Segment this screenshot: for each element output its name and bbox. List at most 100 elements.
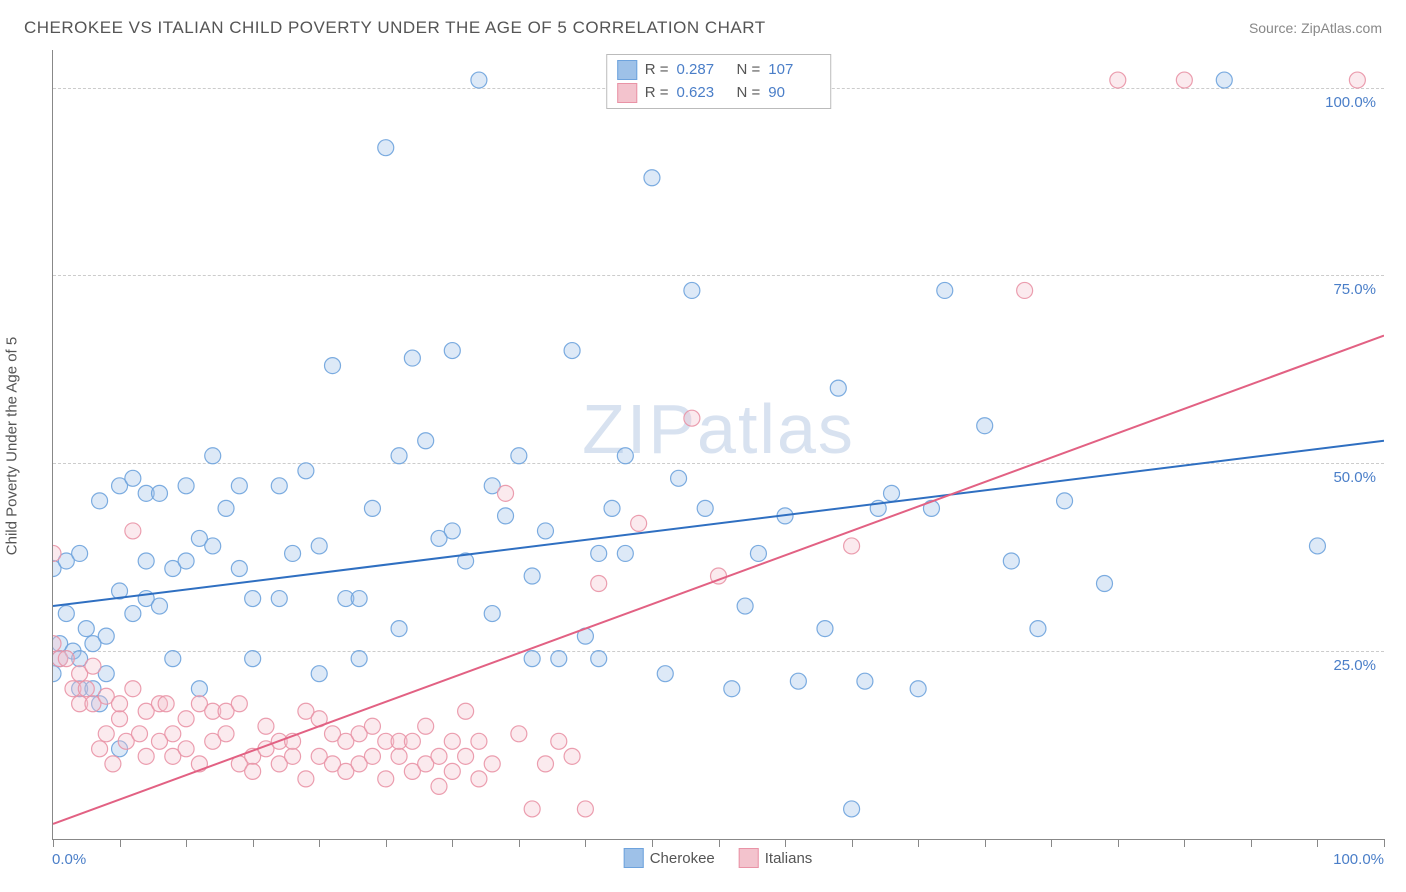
data-point — [617, 545, 633, 561]
data-point — [671, 470, 687, 486]
cherokee-series-label: Cherokee — [650, 850, 715, 867]
data-point — [245, 763, 261, 779]
data-point — [72, 545, 88, 561]
data-point — [351, 651, 367, 667]
data-point — [484, 756, 500, 772]
x-tick — [918, 839, 919, 847]
data-point — [750, 545, 766, 561]
data-point — [631, 515, 647, 531]
regression-line — [53, 336, 1384, 824]
data-point — [1017, 282, 1033, 298]
data-point — [884, 485, 900, 501]
data-point — [511, 726, 527, 742]
x-tick — [1184, 839, 1185, 847]
data-point — [617, 448, 633, 464]
x-tick — [785, 839, 786, 847]
data-point — [524, 801, 540, 817]
data-point — [830, 380, 846, 396]
cherokee-swatch-icon — [624, 848, 644, 868]
data-point — [92, 493, 108, 509]
series-legend: Cherokee Italians — [624, 848, 813, 868]
x-tick — [53, 839, 54, 847]
data-point — [511, 448, 527, 464]
data-point — [537, 756, 553, 772]
data-point — [471, 771, 487, 787]
data-point — [151, 485, 167, 501]
data-point — [151, 598, 167, 614]
data-point — [85, 658, 101, 674]
data-point — [591, 576, 607, 592]
data-point — [444, 733, 460, 749]
data-point — [125, 523, 141, 539]
y-axis-title: Child Poverty Under the Age of 5 — [4, 337, 21, 555]
x-tick — [852, 839, 853, 847]
cherokee-r-value: 0.287 — [677, 59, 729, 82]
data-point — [391, 448, 407, 464]
data-point — [418, 433, 434, 449]
data-point — [53, 666, 61, 682]
legend-row-italians: R = 0.623 N = 90 — [617, 82, 821, 105]
source-value: ZipAtlas.com — [1301, 20, 1382, 36]
data-point — [537, 523, 553, 539]
x-tick — [1118, 839, 1119, 847]
data-point — [378, 140, 394, 156]
data-point — [138, 553, 154, 569]
x-tick — [585, 839, 586, 847]
data-point — [418, 718, 434, 734]
data-point — [178, 741, 194, 757]
data-point — [1057, 493, 1073, 509]
data-point — [205, 448, 221, 464]
legend-row-cherokee: R = 0.287 N = 107 — [617, 59, 821, 82]
data-point — [351, 591, 367, 607]
data-point — [231, 696, 247, 712]
data-point — [1096, 576, 1112, 592]
data-point — [471, 733, 487, 749]
data-point — [205, 538, 221, 554]
x-tick — [319, 839, 320, 847]
data-point — [245, 591, 261, 607]
data-point — [937, 282, 953, 298]
x-tick — [1317, 839, 1318, 847]
correlation-legend: R = 0.287 N = 107 R = 0.623 N = 90 — [606, 54, 832, 109]
data-point — [391, 621, 407, 637]
data-point — [364, 748, 380, 764]
data-point — [551, 651, 567, 667]
data-point — [285, 545, 301, 561]
data-point — [844, 538, 860, 554]
data-point — [1176, 72, 1192, 88]
data-point — [364, 500, 380, 516]
data-point — [378, 771, 394, 787]
data-point — [724, 681, 740, 697]
data-point — [844, 801, 860, 817]
italians-series-label: Italians — [765, 850, 813, 867]
data-point — [58, 606, 74, 622]
n-label: N = — [737, 59, 761, 82]
data-point — [92, 741, 108, 757]
italians-swatch-icon — [739, 848, 759, 868]
plot-container: ZIPatlas R = 0.287 N = 107 R = 0.623 N =… — [50, 50, 1386, 842]
data-point — [431, 778, 447, 794]
data-point — [591, 651, 607, 667]
data-point — [577, 801, 593, 817]
italians-n-value: 90 — [768, 82, 820, 105]
data-point — [657, 666, 673, 682]
r-label: R = — [645, 59, 669, 82]
data-point — [458, 748, 474, 764]
x-tick — [719, 839, 720, 847]
x-axis-min-label: 0.0% — [52, 851, 86, 868]
x-tick — [253, 839, 254, 847]
data-point — [298, 463, 314, 479]
cherokee-swatch — [617, 60, 637, 80]
data-point — [112, 711, 128, 727]
data-point — [737, 598, 753, 614]
x-tick — [985, 839, 986, 847]
data-point — [98, 628, 114, 644]
data-point — [218, 500, 234, 516]
cherokee-n-value: 107 — [768, 59, 820, 82]
data-point — [817, 621, 833, 637]
x-tick — [452, 839, 453, 847]
italians-r-value: 0.623 — [677, 82, 729, 105]
data-point — [977, 418, 993, 434]
data-point — [364, 718, 380, 734]
data-point — [132, 726, 148, 742]
